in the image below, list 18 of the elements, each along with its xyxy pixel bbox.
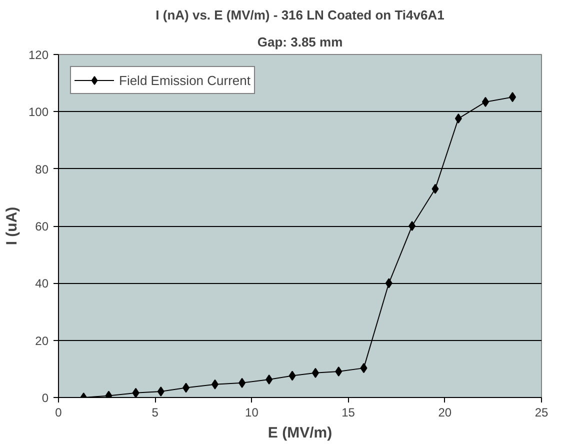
x-tick-label: 20 <box>438 406 452 420</box>
chart-subtitle: Gap: 3.85 mm <box>257 34 343 50</box>
y-axis-title: I (uA) <box>3 206 20 246</box>
y-tick-label: 40 <box>35 276 49 291</box>
x-axis-title: E (MV/m) <box>268 424 332 442</box>
chart-title: I (nA) vs. E (MV/m) - 316 LN Coated on Ti4v6A1 <box>156 8 444 22</box>
legend-label: Field Emission Current <box>119 72 250 88</box>
x-tick-label: 0 <box>55 406 62 420</box>
y-tick-label: 100 <box>28 105 49 120</box>
y-tick-label: 60 <box>35 220 49 234</box>
x-tick-label: 10 <box>245 406 259 420</box>
x-tick-label: 25 <box>534 406 548 420</box>
y-tick-label: 120 <box>28 48 49 62</box>
y-tick-label: 80 <box>35 162 49 176</box>
x-tick-label: 5 <box>152 406 159 420</box>
y-tick-label: 20 <box>35 334 49 348</box>
x-tick-label: 15 <box>342 406 356 420</box>
y-tick-label: 0 <box>42 391 49 405</box>
